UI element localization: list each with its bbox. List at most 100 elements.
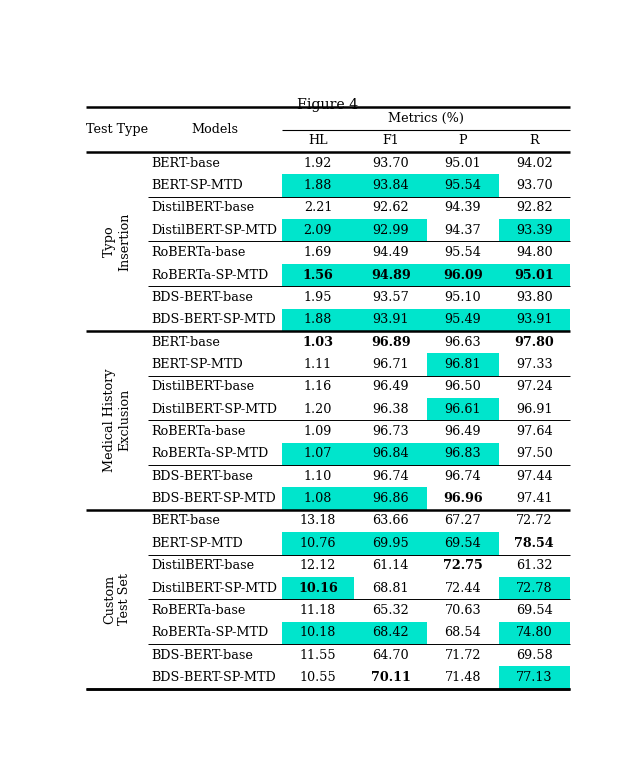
Text: 72.78: 72.78 [516,582,552,594]
Text: 69.54: 69.54 [516,604,552,617]
Text: 95.01: 95.01 [445,157,481,170]
Text: 93.57: 93.57 [372,291,409,304]
Bar [355,488,428,509]
Bar [355,532,428,555]
Bar [428,442,499,465]
Bar [282,442,355,465]
Text: DistilBERT-SP-MTD: DistilBERT-SP-MTD [151,582,277,594]
Bar [428,264,499,286]
Text: 1.88: 1.88 [304,179,332,192]
Text: 96.71: 96.71 [372,358,409,371]
Text: Metrics (%): Metrics (%) [388,112,463,125]
Text: 95.01: 95.01 [515,269,554,281]
Text: 72.44: 72.44 [445,582,481,594]
Text: BERT-base: BERT-base [151,157,220,170]
Text: 96.96: 96.96 [443,492,483,505]
Text: 10.76: 10.76 [300,537,336,550]
Text: 96.74: 96.74 [372,470,409,483]
Bar [428,174,499,197]
Text: 69.54: 69.54 [444,537,481,550]
Text: 97.80: 97.80 [515,336,554,349]
Text: Typo
Insertion: Typo Insertion [103,213,131,270]
Text: 2.21: 2.21 [304,202,332,214]
Text: 96.63: 96.63 [445,336,481,349]
Text: 96.86: 96.86 [372,492,409,505]
Text: 93.91: 93.91 [372,313,409,326]
Bar [282,174,355,197]
Text: 69.95: 69.95 [372,537,409,550]
Text: 1.11: 1.11 [304,358,332,371]
Text: 97.50: 97.50 [516,447,552,460]
Text: F1: F1 [383,135,399,147]
Text: 1.88: 1.88 [304,313,332,326]
Text: 65.32: 65.32 [372,604,409,617]
Text: 1.95: 1.95 [303,291,332,304]
Text: Test Type: Test Type [86,123,148,136]
Text: RoBERTa-SP-MTD: RoBERTa-SP-MTD [151,447,269,460]
Text: DistilBERT-SP-MTD: DistilBERT-SP-MTD [151,224,277,237]
Text: 96.61: 96.61 [445,403,481,416]
Text: 92.62: 92.62 [372,202,409,214]
Text: Medical History
Exclusion: Medical History Exclusion [103,368,131,472]
Text: R: R [529,135,539,147]
Text: 67.27: 67.27 [445,514,481,527]
Text: 96.73: 96.73 [372,425,409,438]
Text: 96.49: 96.49 [372,380,409,393]
Text: 1.16: 1.16 [304,380,332,393]
Text: 1.56: 1.56 [303,269,333,281]
Bar [282,622,355,644]
Text: HL: HL [308,135,328,147]
Text: BDS-BERT-base: BDS-BERT-base [151,470,253,483]
Text: 93.39: 93.39 [516,224,552,237]
Text: BERT-SP-MTD: BERT-SP-MTD [151,179,243,192]
Bar [428,398,499,421]
Text: 96.50: 96.50 [444,380,481,393]
Text: 95.10: 95.10 [445,291,481,304]
Text: Models: Models [191,123,238,136]
Bar [499,577,570,599]
Text: 96.09: 96.09 [443,269,483,281]
Text: BERT-base: BERT-base [151,336,220,349]
Text: 13.18: 13.18 [300,514,336,527]
Text: 78.54: 78.54 [515,537,554,550]
Text: 63.66: 63.66 [372,514,409,527]
Bar [499,219,570,241]
Text: 93.84: 93.84 [372,179,409,192]
Bar [282,308,355,331]
Bar [282,577,355,599]
Bar [282,264,355,286]
Text: 94.02: 94.02 [516,157,552,170]
Text: 95.54: 95.54 [444,179,481,192]
Text: 1.92: 1.92 [304,157,332,170]
Text: 97.44: 97.44 [516,470,552,483]
Text: DistilBERT-base: DistilBERT-base [151,559,255,573]
Text: 97.33: 97.33 [516,358,552,371]
Text: Figure 4: Figure 4 [298,98,358,112]
Text: 94.89: 94.89 [371,269,411,281]
Text: 74.80: 74.80 [516,626,552,640]
Text: DistilBERT-SP-MTD: DistilBERT-SP-MTD [151,403,277,416]
Text: 96.38: 96.38 [372,403,409,416]
Text: 71.48: 71.48 [445,671,481,684]
Bar [355,264,428,286]
Text: 77.13: 77.13 [516,671,552,684]
Text: BDS-BERT-base: BDS-BERT-base [151,291,253,304]
Text: RoBERTa-base: RoBERTa-base [151,246,246,259]
Text: RoBERTa-SP-MTD: RoBERTa-SP-MTD [151,626,269,640]
Text: 11.55: 11.55 [300,649,336,661]
Text: 96.83: 96.83 [445,447,481,460]
Text: 93.91: 93.91 [516,313,552,326]
Text: 96.89: 96.89 [371,336,411,349]
Text: 1.07: 1.07 [304,447,332,460]
Text: 2.09: 2.09 [303,224,332,237]
Bar [499,308,570,331]
Text: 93.80: 93.80 [516,291,552,304]
Text: 70.63: 70.63 [445,604,481,617]
Text: BDS-BERT-SP-MTD: BDS-BERT-SP-MTD [151,492,276,505]
Text: 97.24: 97.24 [516,380,552,393]
Text: 93.70: 93.70 [516,179,552,192]
Text: P: P [458,135,467,147]
Text: 94.37: 94.37 [445,224,481,237]
Text: 97.64: 97.64 [516,425,552,438]
Bar [428,532,499,555]
